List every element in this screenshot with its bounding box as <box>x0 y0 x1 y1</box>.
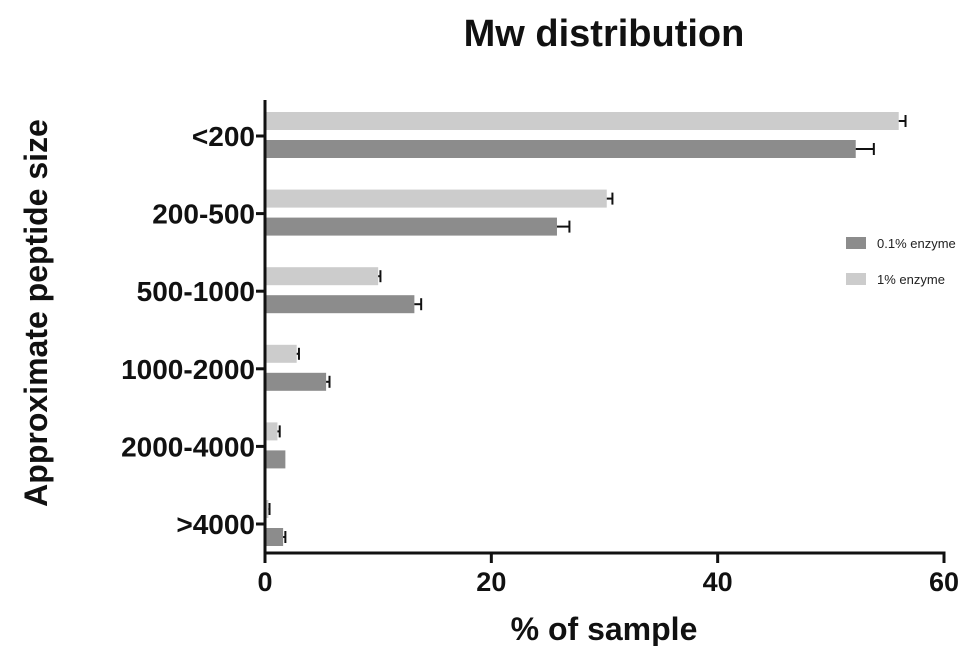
x-tick-label: 40 <box>703 567 733 597</box>
legend: 0.1% enzyme 1% enzyme <box>846 236 956 287</box>
category-label: >4000 <box>176 509 255 540</box>
bar <box>265 217 557 236</box>
y-axis-label: Approximate peptide size <box>18 119 54 507</box>
category-label: <200 <box>192 121 255 152</box>
category-label: 2000-4000 <box>121 431 255 462</box>
bar <box>265 112 899 130</box>
bar <box>265 422 278 441</box>
bar <box>265 140 856 158</box>
category-label: 500-1000 <box>137 276 255 307</box>
legend-label: 1% enzyme <box>877 272 945 287</box>
x-tick-label: 60 <box>929 567 959 597</box>
chart-title: Mw distribution <box>464 13 745 55</box>
x-tick-label: 0 <box>257 567 272 597</box>
plot-area: <200 200-500 500-1000 1000-2000 2000-4000 >40… <box>121 100 959 597</box>
bar <box>265 500 269 518</box>
bar <box>265 344 297 363</box>
bar <box>265 267 379 286</box>
bar <box>265 528 284 546</box>
bar <box>265 189 607 208</box>
legend-swatch <box>846 237 866 249</box>
legend-label: 0.1% enzyme <box>877 236 956 251</box>
category-label: 1000-2000 <box>121 354 255 385</box>
x-tick-label: 20 <box>476 567 506 597</box>
category-label: 200-500 <box>152 199 255 230</box>
x-axis-label: % of sample <box>511 611 698 646</box>
bar <box>265 372 327 391</box>
legend-swatch <box>846 273 866 285</box>
bar <box>265 450 286 469</box>
bar <box>265 295 415 314</box>
